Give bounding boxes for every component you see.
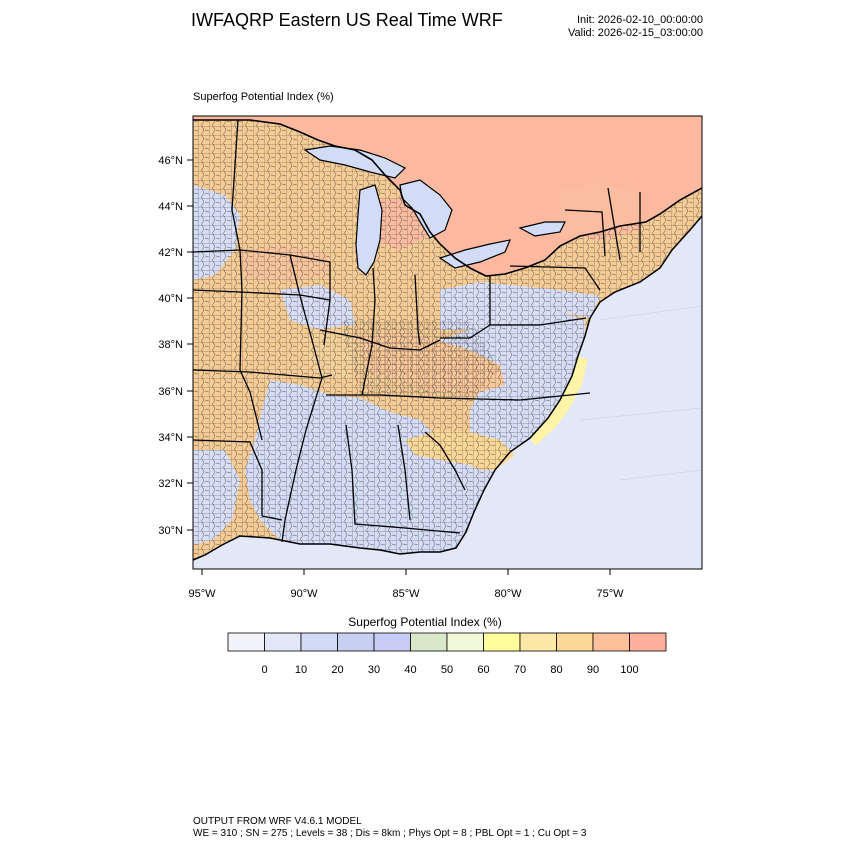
footer-config: WE = 310 ; SN = 275 ; Levels = 38 ; Dis … <box>193 828 587 839</box>
colorbar-tick-label: 10 <box>295 664 307 676</box>
map-frame <box>192 115 703 570</box>
model-footer: OUTPUT FROM WRF V4.6.1 MODEL WE = 310 ; … <box>193 816 586 840</box>
colorbar-tick-label: 30 <box>368 664 380 676</box>
colorbar-box <box>337 632 375 652</box>
lake-huron <box>399 179 453 239</box>
init-time: Init: 2026-02-10_00:00:00 <box>577 14 703 26</box>
lat-label: 30°N <box>158 525 183 537</box>
colorbar-box <box>592 632 630 652</box>
colorbar-ticks: 0 10 20 30 40 50 60 70 80 90 100 <box>261 664 638 676</box>
lon-label: 95°W <box>188 588 216 600</box>
colorbar-tick-label: 70 <box>514 664 526 676</box>
colorbar-box <box>227 632 265 652</box>
lat-label: 44°N <box>158 201 183 213</box>
colorbar-boxes <box>227 632 667 652</box>
lon-label: 85°W <box>392 588 420 600</box>
colorbar-box <box>300 632 338 652</box>
colorbar-tick-label: 90 <box>587 664 599 676</box>
run-times: Init: 2026-02-10_00:00:00 Valid: 2026-02… <box>568 14 703 40</box>
canada-border <box>193 119 702 277</box>
valid-time: Valid: 2026-02-15_03:00:00 <box>568 27 703 39</box>
coastline <box>193 215 702 561</box>
colorbar-tick-label: 20 <box>331 664 343 676</box>
footer-model: OUTPUT FROM WRF V4.6.1 MODEL <box>193 816 362 827</box>
colorbar-tick-label: 60 <box>477 664 489 676</box>
colorbar-box <box>264 632 302 652</box>
colorbar-title: Superfog Potential Index (%) <box>348 615 502 629</box>
colorbar-box <box>373 632 411 652</box>
state-borders <box>193 119 641 543</box>
colorbar-box <box>629 632 667 652</box>
map-title: IWFAQRP Eastern US Real Time WRF <box>191 10 503 30</box>
colorbar-box <box>410 632 448 652</box>
graticule <box>579 305 702 481</box>
colorbar: 0 10 20 30 40 50 60 70 80 90 100 <box>227 632 667 676</box>
colorbar-box <box>446 632 484 652</box>
lon-label: 90°W <box>290 588 318 600</box>
colorbar-tick-label: 50 <box>441 664 453 676</box>
plot-label: Superfog Potential Index (%) <box>193 91 334 103</box>
lon-label: 75°W <box>596 588 624 600</box>
colorbar-tick-label: 100 <box>620 664 638 676</box>
lon-label: 80°W <box>494 588 522 600</box>
colorbar-tick-label: 40 <box>404 664 416 676</box>
map-area <box>193 116 702 569</box>
lake-michigan <box>355 184 383 276</box>
colorbar-box <box>556 632 594 652</box>
lat-label: 40°N <box>158 293 183 305</box>
lat-label: 46°N <box>158 155 183 167</box>
lat-label: 38°N <box>158 339 183 351</box>
lat-label: 42°N <box>158 247 183 259</box>
lon-labels: 95°W 90°W 85°W 80°W 75°W <box>188 588 624 600</box>
coast-fringe <box>530 356 588 446</box>
lake-ontario <box>518 221 566 237</box>
lat-label: 34°N <box>158 432 183 444</box>
lat-labels: 46°N 44°N 42°N 40°N 38°N 36°N 34°N 32°N … <box>158 155 183 537</box>
lat-label: 32°N <box>158 478 183 490</box>
axis-ticks <box>187 159 611 575</box>
colorbar-box <box>519 632 557 652</box>
colorbar-box <box>483 632 521 652</box>
lake-erie <box>438 239 511 269</box>
colorbar-tick-label: 80 <box>550 664 562 676</box>
colorbar-tick-label: 0 <box>261 664 267 676</box>
lat-label: 36°N <box>158 386 183 398</box>
county-lines-dense <box>340 320 500 400</box>
